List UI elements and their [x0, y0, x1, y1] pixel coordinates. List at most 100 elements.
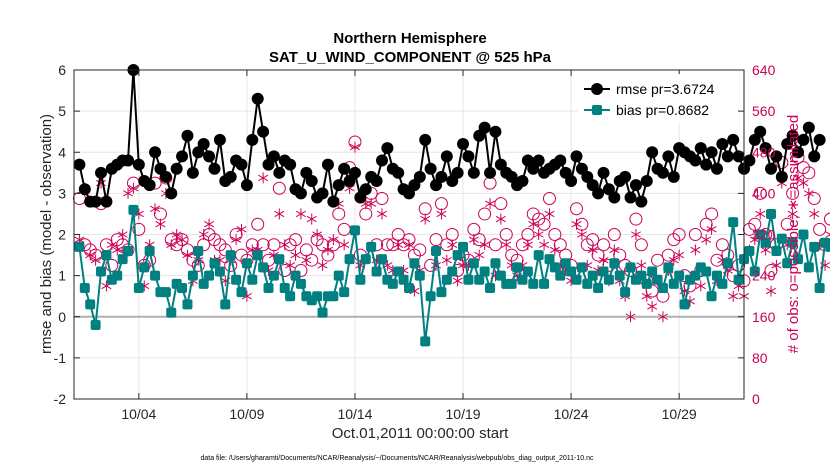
bias-point: [728, 217, 739, 228]
rmse-point: [570, 150, 583, 163]
rmse-point: [619, 170, 632, 183]
legend: rmse pr=3.6724 bias pr=0.8682: [578, 74, 738, 124]
rmse-point: [608, 191, 621, 204]
bias-point: [333, 270, 344, 281]
obs-assimilated-marker: [258, 172, 269, 184]
bias-point: [468, 258, 479, 269]
obs-assimilated-marker: [728, 290, 739, 302]
rmse-point: [348, 166, 361, 179]
obs-assimilated-stroke: [155, 221, 166, 228]
obs-assimilated-marker: [598, 254, 609, 266]
rmse-point: [451, 166, 464, 179]
rmse-point: [246, 133, 259, 146]
obs-assimilated-marker: [322, 244, 333, 256]
bias-point: [641, 278, 652, 289]
bias-point: [549, 262, 560, 273]
obs-assimilated-marker: [150, 203, 161, 215]
obs-assimilated-marker: [420, 213, 431, 225]
obs-possible-marker: [413, 243, 427, 257]
rmse-point: [208, 162, 221, 175]
obs-assimilated-marker: [549, 244, 560, 256]
rmse-point: [754, 125, 767, 138]
bias-point: [268, 270, 279, 281]
obs-assimilated-stroke: [441, 257, 452, 264]
obs-assimilated-marker: [771, 259, 782, 271]
rmse-point: [462, 150, 475, 163]
obs-assimilated-stroke: [258, 174, 269, 182]
obs-assimilated-marker: [571, 218, 582, 230]
rmse-point: [705, 146, 718, 159]
bias-point: [522, 266, 533, 277]
obs-possible-marker: [651, 253, 665, 267]
rmse-point: [478, 121, 491, 134]
obs-possible-marker: [661, 248, 675, 262]
obs-assimilated-stroke: [393, 241, 404, 248]
rmse-point: [273, 166, 286, 179]
bias-point: [414, 270, 425, 281]
obs-assimilated-marker: [236, 223, 247, 235]
bias-point: [647, 266, 658, 277]
rmse-point: [808, 150, 821, 163]
bias-point: [431, 245, 442, 256]
footnote: data file: /Users/gharamti/Documents/NCA…: [200, 455, 594, 462]
obs-possible-marker: [823, 212, 830, 226]
rmse-point: [457, 138, 470, 151]
rmse-point: [165, 187, 178, 200]
obs-assimilated-marker: [376, 208, 387, 220]
obs-assimilated-stroke: [630, 231, 641, 238]
x-axis-label: Oct.01,2011 00:00:00 start: [332, 425, 509, 442]
obs-possible-marker: [807, 192, 821, 206]
obs-assimilated-stroke: [101, 282, 112, 290]
obs-assimilated-stroke: [825, 234, 830, 238]
obs-assimilated-marker: [657, 311, 668, 323]
y-tick-label-right: 80: [752, 350, 768, 366]
obs-assimilated-stroke: [376, 210, 387, 218]
obs-assimilated-marker: [690, 244, 701, 256]
bias-point: [128, 204, 139, 215]
obs-possible-marker: [796, 161, 810, 175]
obs-assimilated-marker: [495, 213, 506, 225]
bias-point: [771, 245, 782, 256]
obs-possible-marker: [688, 228, 702, 241]
bias-point: [225, 250, 236, 261]
obs-assimilated-stroke: [474, 251, 485, 259]
bias-point: [441, 274, 452, 285]
rmse-point: [332, 179, 345, 192]
obs-assimilated-stroke: [339, 241, 350, 248]
obs-possible-marker: [705, 207, 719, 221]
obs-assimilated-marker: [106, 239, 117, 251]
rmse-point: [689, 154, 702, 167]
bias-point: [436, 287, 447, 298]
legend-box: [578, 74, 738, 124]
bias-point: [825, 241, 830, 252]
obs-assimilated-stroke: [771, 262, 782, 269]
obs-assimilated-marker: [609, 244, 620, 256]
x-tick-label: 10/29: [662, 406, 697, 422]
obs-assimilated-marker: [825, 229, 830, 240]
rmse-point: [413, 170, 426, 183]
obs-assimilated-stroke: [701, 236, 712, 243]
obs-possible-marker: [553, 238, 567, 252]
obs-assimilated-marker: [393, 239, 404, 251]
obs-assimilated-stroke: [625, 313, 636, 320]
obs-assimilated-stroke: [636, 262, 647, 269]
obs-assimilated-stroke: [674, 251, 685, 259]
rmse-point: [375, 154, 388, 167]
bias-point: [274, 254, 285, 265]
obs-assimilated-marker: [447, 239, 458, 251]
x-tick-label: 10/19: [446, 406, 481, 422]
bias-point: [279, 282, 290, 293]
obs-assimilated-marker: [90, 254, 101, 266]
rmse-point: [159, 170, 172, 183]
rmse-point: [813, 133, 826, 146]
obs-assimilated-stroke: [112, 246, 123, 254]
obs-assimilated-stroke: [447, 241, 458, 248]
obs-assimilated-stroke: [128, 185, 139, 192]
bias-point: [560, 258, 571, 269]
obs-assimilated-marker: [766, 285, 777, 297]
bias-point: [204, 270, 215, 281]
obs-assimilated-stroke: [549, 246, 560, 254]
bias-point: [674, 270, 685, 281]
obs-assimilated-marker: [485, 198, 496, 210]
obs-assimilated-marker: [701, 234, 712, 246]
